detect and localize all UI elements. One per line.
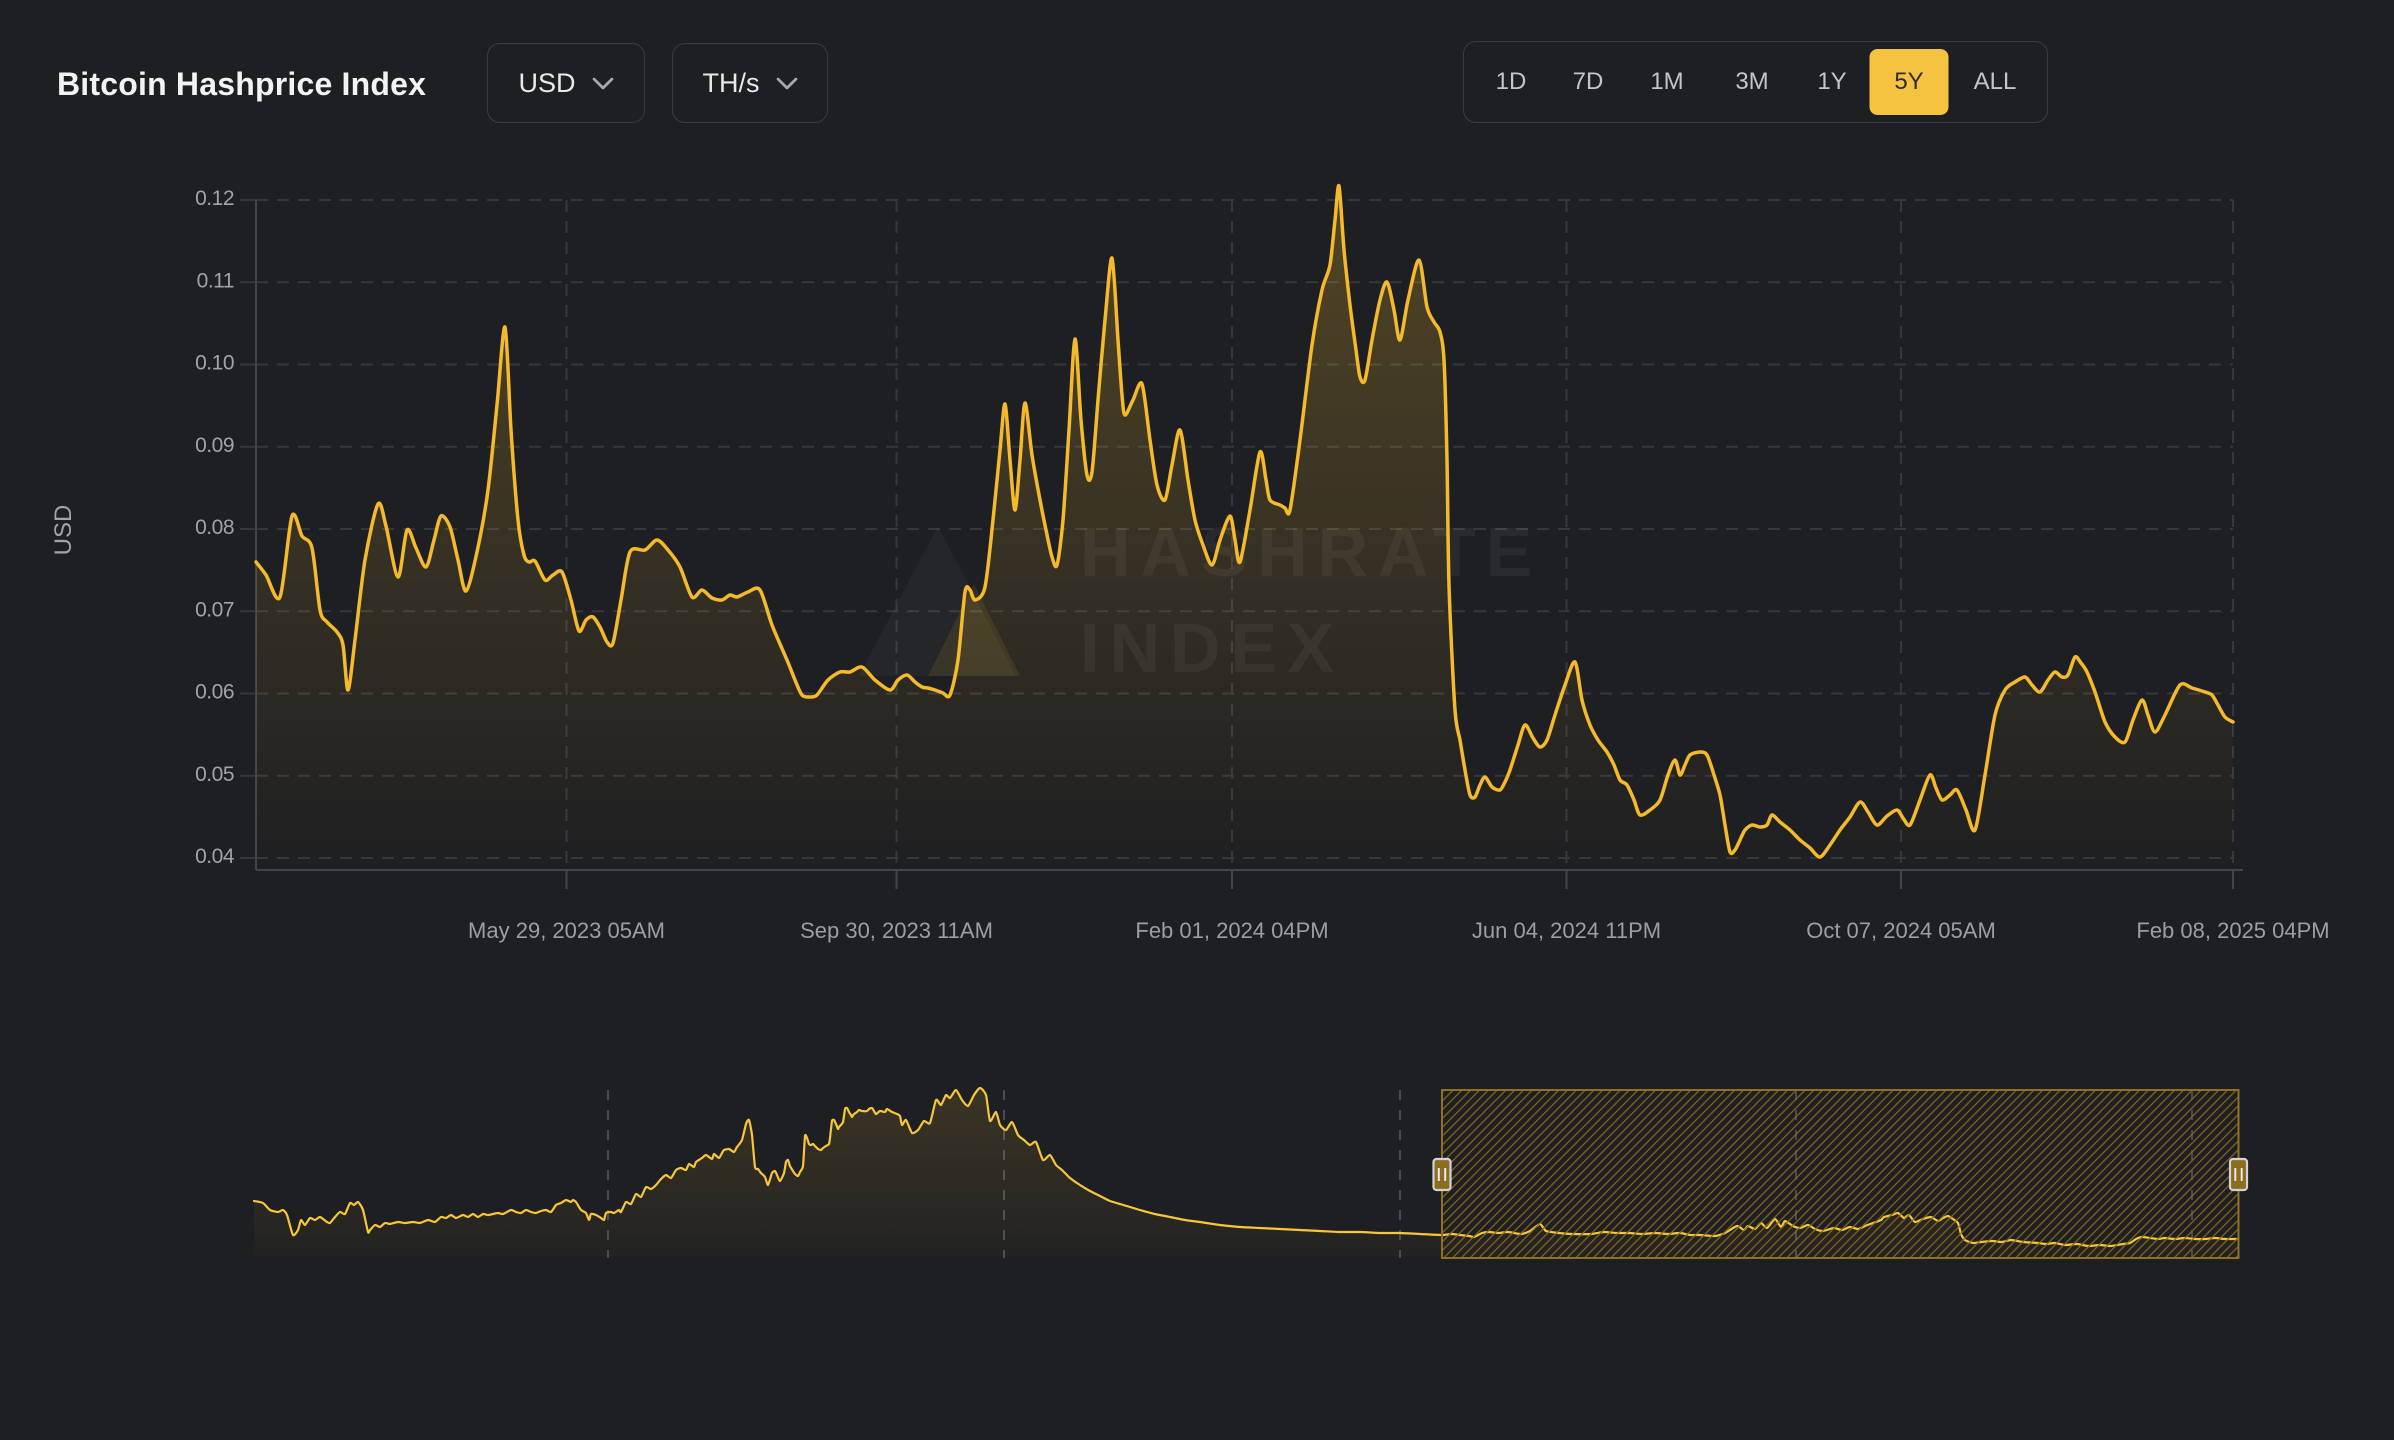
- svg-text:0.09: 0.09: [195, 434, 234, 457]
- svg-text:0.08: 0.08: [195, 516, 234, 539]
- svg-text:May 29, 2023 05AM: May 29, 2023 05AM: [468, 918, 665, 943]
- svg-text:Feb 01, 2024 04PM: Feb 01, 2024 04PM: [1135, 918, 1328, 943]
- svg-text:0.04: 0.04: [195, 845, 235, 868]
- svg-text:0.07: 0.07: [195, 598, 234, 621]
- svg-text:0.10: 0.10: [195, 352, 234, 375]
- svg-text:0.12: 0.12: [195, 187, 234, 210]
- svg-text:Sep 30, 2023 11AM: Sep 30, 2023 11AM: [800, 918, 993, 943]
- svg-text:Feb 08, 2025 04PM: Feb 08, 2025 04PM: [2136, 918, 2329, 943]
- svg-text:Jun 04, 2024 11PM: Jun 04, 2024 11PM: [1472, 918, 1661, 943]
- svg-text:0.05: 0.05: [195, 763, 234, 786]
- svg-text:0.06: 0.06: [195, 681, 234, 704]
- svg-text:0.11: 0.11: [197, 269, 234, 292]
- svg-text:USD: USD: [50, 505, 77, 556]
- svg-text:Oct 07, 2024 05AM: Oct 07, 2024 05AM: [1806, 918, 1996, 943]
